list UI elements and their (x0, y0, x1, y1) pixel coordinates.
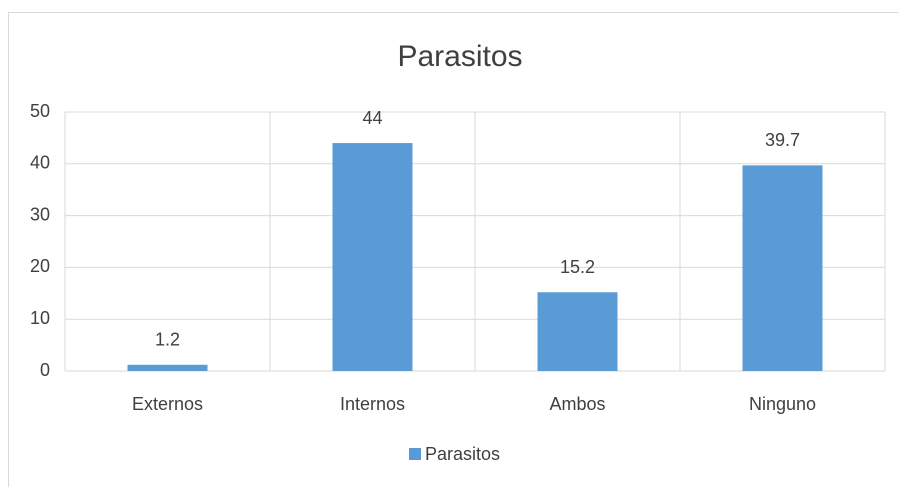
bar (537, 292, 618, 371)
x-tick-label: Internos (340, 394, 405, 414)
x-tick-label: Ambos (549, 394, 605, 414)
y-tick-label: 50 (30, 101, 50, 121)
x-tick-label: Ninguno (749, 394, 816, 414)
y-tick-label: 20 (30, 256, 50, 276)
chart-title: Parasitos (397, 40, 522, 73)
data-label: 39.7 (765, 130, 800, 150)
y-tick-label: 0 (40, 360, 50, 380)
bar (332, 143, 413, 371)
data-label: 44 (362, 108, 382, 128)
y-tick-label: 30 (30, 204, 50, 224)
legend-label: Parasitos (425, 444, 500, 464)
bar (742, 165, 823, 371)
data-label: 15.2 (560, 257, 595, 277)
x-tick-label: Externos (132, 394, 203, 414)
y-tick-label: 40 (30, 153, 50, 173)
chart-frame (8, 12, 898, 487)
legend-swatch (409, 448, 421, 460)
data-label: 1.2 (155, 330, 180, 350)
y-tick-label: 10 (30, 308, 50, 328)
bar (127, 364, 208, 371)
